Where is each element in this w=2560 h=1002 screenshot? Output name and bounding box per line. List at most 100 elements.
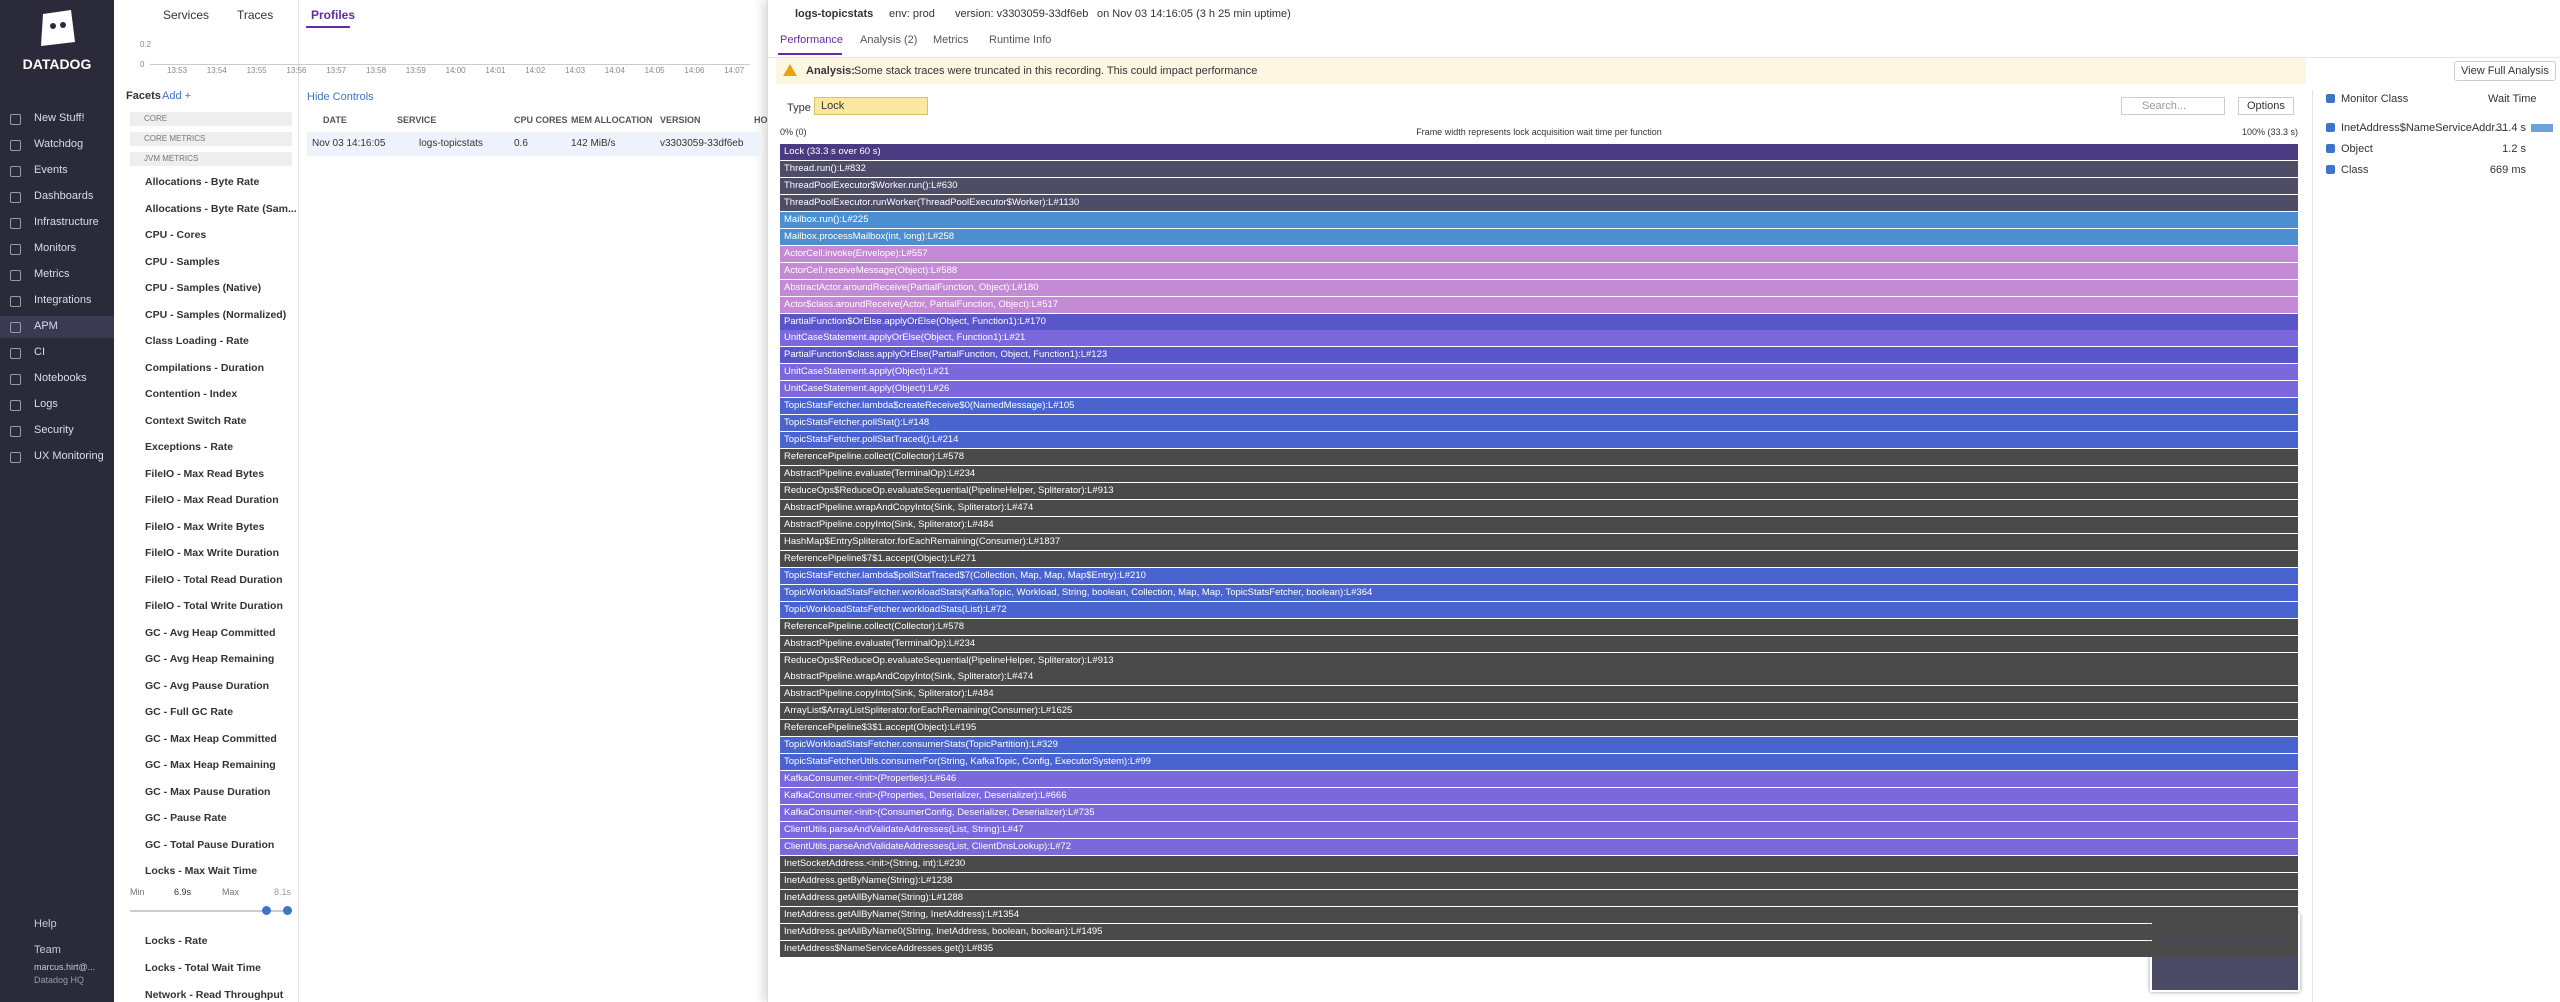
search-input[interactable]: Search... bbox=[2121, 97, 2225, 115]
facet-item[interactable]: GC - Max Heap Committed bbox=[145, 732, 277, 745]
facet-item[interactable]: Allocations - Byte Rate bbox=[145, 176, 260, 188]
facet-item[interactable]: FileIO - Total Read Duration bbox=[145, 573, 283, 586]
facet-item[interactable]: GC - Total Pause Duration bbox=[145, 838, 275, 851]
flame-frame[interactable]: UnitCaseStatement.applyOrElse(Object, Fu… bbox=[780, 330, 2298, 347]
checkbox[interactable] bbox=[2326, 144, 2335, 153]
flame-frame[interactable]: Mailbox.processMailbox(int, long):L#258 bbox=[780, 228, 2298, 245]
facet-item[interactable]: Class Loading - Rate bbox=[145, 335, 249, 347]
nav-item[interactable]: Help bbox=[34, 918, 57, 930]
nav-item[interactable]: UX Monitoring bbox=[34, 450, 104, 462]
add-facet[interactable]: Add + bbox=[162, 90, 192, 102]
legend-sort[interactable]: Wait Time bbox=[2488, 93, 2537, 105]
flame-frame[interactable]: ReferencePipeline$7$1.accept(Object):L#2… bbox=[780, 550, 2298, 567]
flame-frame[interactable]: ReferencePipeline.collect(Collector):L#5… bbox=[780, 618, 2298, 635]
facet-item[interactable]: GC - Avg Pause Duration bbox=[145, 679, 270, 692]
flame-frame[interactable]: AbstractPipeline.wrapAndCopyInto(Sink, S… bbox=[780, 499, 2298, 516]
checkbox[interactable] bbox=[2326, 165, 2335, 174]
nav-item[interactable]: Metrics bbox=[34, 268, 70, 280]
flame-frame[interactable]: PartialFunction$class.applyOrElse(Partia… bbox=[780, 347, 2298, 364]
flame-frame[interactable]: UnitCaseStatement.apply(Object):L#21 bbox=[780, 364, 2298, 381]
facet-item[interactable]: Exceptions - Rate bbox=[145, 441, 234, 453]
facet-item[interactable]: Allocations - Byte Rate (Sam... bbox=[145, 202, 297, 215]
flame-frame[interactable]: AbstractPipeline.wrapAndCopyInto(Sink, S… bbox=[780, 669, 2298, 686]
flame-frame[interactable]: TopicStatsFetcher.pollStatTraced():L#214 bbox=[780, 432, 2298, 449]
table-cell[interactable]: v3303059-33df6eb bbox=[660, 138, 744, 149]
flame-frame[interactable]: ReduceOps$ReduceOp.evaluateSequential(Pi… bbox=[780, 483, 2298, 499]
nav-item[interactable]: Integrations bbox=[34, 294, 92, 306]
flame-frame[interactable]: ClientUtils.parseAndValidateAddresses(Li… bbox=[780, 838, 2298, 855]
top-tab[interactable]: Profiles bbox=[311, 8, 356, 22]
flame-frame[interactable]: InetAddress.getAllByName0(String, InetAd… bbox=[780, 923, 2298, 940]
flame-frame[interactable]: Mailbox.run():L#225 bbox=[780, 211, 2298, 228]
table-cell[interactable]: Nov 03 14:16:05 bbox=[312, 138, 386, 149]
nav-item[interactable]: Monitors bbox=[34, 242, 77, 254]
panel-tab[interactable]: Performance bbox=[780, 34, 843, 46]
hide-controls[interactable]: Hide Controls bbox=[307, 91, 374, 103]
nav-item[interactable]: Notebooks bbox=[34, 372, 87, 384]
flame-frame[interactable]: PartialFunction$OrElse.applyOrElse(Objec… bbox=[780, 313, 2298, 330]
facet-item[interactable]: Locks - Max Wait Time bbox=[145, 865, 258, 877]
nav-item[interactable]: Team bbox=[34, 944, 61, 956]
flame-frame[interactable]: InetAddress.getAllByName(String, InetAdd… bbox=[780, 906, 2298, 923]
facet-item[interactable]: FileIO - Total Write Duration bbox=[145, 600, 283, 612]
slider-handle[interactable] bbox=[283, 906, 292, 915]
flame-frame[interactable]: AbstractPipeline.copyInto(Sink, Splitera… bbox=[780, 516, 2298, 533]
facet-item[interactable]: CPU - Samples (Native) bbox=[145, 282, 262, 294]
facet-item[interactable]: CPU - Samples bbox=[145, 255, 220, 268]
facet-item[interactable]: GC - Max Pause Duration bbox=[145, 785, 271, 798]
nav-item[interactable]: Security bbox=[34, 424, 74, 436]
flame-frame[interactable]: AbstractPipeline.evaluate(TerminalOp):L#… bbox=[780, 635, 2298, 652]
flame-frame[interactable]: UnitCaseStatement.apply(Object):L#26 bbox=[780, 381, 2298, 398]
flame-frame[interactable]: Lock (33.3 s over 60 s) bbox=[780, 144, 2298, 160]
flame-frame[interactable]: TopicStatsFetcherUtils.consumerFor(Strin… bbox=[780, 754, 2298, 771]
flame-frame[interactable]: ArrayList$ArrayListSpliterator.forEachRe… bbox=[780, 703, 2298, 720]
facet-item[interactable]: FileIO - Max Write Duration bbox=[145, 547, 279, 559]
nav-item[interactable]: Events bbox=[34, 164, 68, 176]
table-cell[interactable]: logs-topicstats bbox=[419, 138, 483, 149]
facet-item[interactable]: GC - Avg Heap Remaining bbox=[145, 653, 275, 665]
flame-frame[interactable]: ActorCell.receiveMessage(Object):L#588 bbox=[780, 262, 2298, 279]
flame-frame[interactable]: Thread.run():L#832 bbox=[780, 160, 2298, 177]
flame-frame[interactable]: TopicStatsFetcher.lambda$pollStatTraced$… bbox=[780, 567, 2298, 584]
facet-item[interactable]: Context Switch Rate bbox=[145, 414, 247, 427]
flame-frame[interactable]: TopicWorkloadStatsFetcher.workloadStats(… bbox=[780, 601, 2298, 618]
flame-frame[interactable]: KafkaConsumer.<init>(Properties, Deseria… bbox=[780, 788, 2298, 805]
type-select[interactable]: Lock bbox=[814, 97, 928, 115]
panel-tab[interactable]: Runtime Info bbox=[989, 34, 1052, 46]
nav-item[interactable]: Dashboards bbox=[34, 190, 94, 202]
checkbox[interactable] bbox=[2326, 94, 2335, 103]
flame-frame[interactable]: ReduceOps$ReduceOp.evaluateSequential(Pi… bbox=[780, 652, 2298, 669]
facet-item[interactable]: Contention - Index bbox=[145, 388, 238, 400]
flame-frame[interactable]: KafkaConsumer.<init>(ConsumerConfig, Des… bbox=[780, 805, 2298, 822]
user-name[interactable]: marcus.hirt@... bbox=[34, 962, 96, 972]
facet-item[interactable]: Locks - Total Wait Time bbox=[145, 962, 261, 974]
flame-frame[interactable]: ClientUtils.parseAndValidateAddresses(Li… bbox=[780, 822, 2298, 838]
flame-frame[interactable]: ActorCell.invoke(Envelope):L#557 bbox=[780, 245, 2298, 262]
facet-item[interactable]: Network - Read Throughput bbox=[145, 989, 284, 1001]
nav-item[interactable]: APM bbox=[34, 320, 58, 332]
flame-frame[interactable]: TopicWorkloadStatsFetcher.workloadStats(… bbox=[780, 584, 2298, 601]
flame-frame[interactable]: Actor$class.aroundReceive(Actor, Partial… bbox=[780, 296, 2298, 313]
top-tab[interactable]: Services bbox=[163, 8, 210, 22]
flame-frame[interactable]: AbstractActor.aroundReceive(PartialFunct… bbox=[780, 279, 2298, 296]
facet-item[interactable]: GC - Pause Rate bbox=[145, 812, 227, 824]
facet-item[interactable]: GC - Max Heap Remaining bbox=[145, 759, 276, 771]
nav-item[interactable]: Watchdog bbox=[34, 138, 84, 150]
flame-frame[interactable]: TopicStatsFetcher.pollStat():L#148 bbox=[780, 415, 2298, 432]
facet-item[interactable]: GC - Avg Heap Committed bbox=[145, 626, 276, 639]
facet-item[interactable]: FileIO - Max Read Duration bbox=[145, 494, 279, 506]
facet-item[interactable]: GC - Full GC Rate bbox=[145, 706, 234, 718]
flame-frame[interactable]: TopicStatsFetcher.lambda$createReceive$0… bbox=[780, 398, 2298, 415]
slider-handle[interactable] bbox=[262, 906, 271, 915]
facet-item[interactable]: CPU - Cores bbox=[145, 229, 207, 241]
view-full-analysis[interactable]: View Full Analysis bbox=[2454, 61, 2556, 81]
facet-item[interactable]: FileIO - Max Write Bytes bbox=[145, 520, 265, 533]
facet-item[interactable]: CPU - Samples (Normalized) bbox=[145, 308, 287, 321]
flame-frame[interactable]: KafkaConsumer.<init>(Properties):L#646 bbox=[780, 771, 2298, 788]
flame-frame[interactable]: InetAddress.getAllByName(String):L#1288 bbox=[780, 889, 2298, 906]
facet-section-label[interactable]: CORE METRICS bbox=[144, 134, 206, 143]
nav-item[interactable]: New Stuff! bbox=[34, 112, 85, 124]
flame-frame[interactable]: ThreadPoolExecutor$Worker.run():L#630 bbox=[780, 177, 2298, 194]
flame-frame[interactable]: ReferencePipeline$3$1.accept(Object):L#1… bbox=[780, 720, 2298, 737]
flame-frame[interactable]: ReferencePipeline.collect(Collector):L#5… bbox=[780, 449, 2298, 466]
